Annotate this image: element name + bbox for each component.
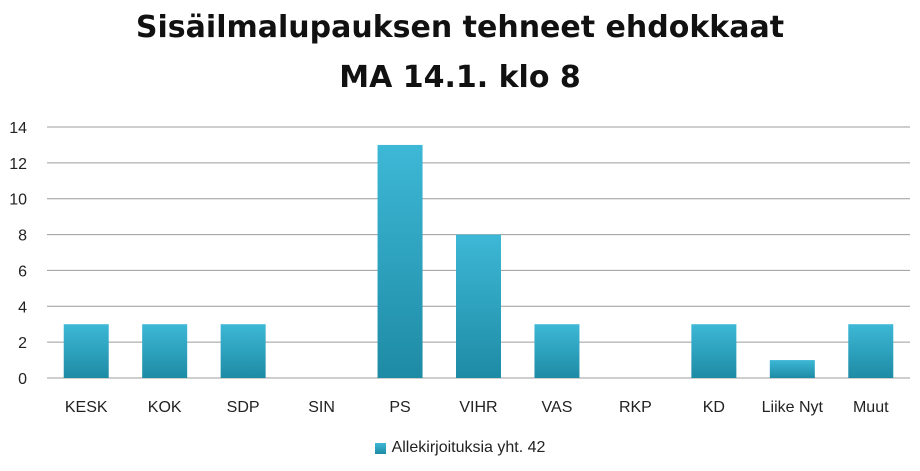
x-tick-label: SDP [227, 399, 260, 416]
y-tick-label: 14 [9, 120, 27, 137]
chart-subtitle: MA 14.1. klo 8 [339, 60, 581, 95]
x-tick-label: VAS [542, 399, 573, 416]
x-tick-label: Muut [853, 399, 889, 416]
bar-liike-nyt [769, 360, 815, 378]
x-tick-label: SIN [308, 399, 335, 416]
x-tick-label: VIHR [459, 399, 497, 416]
x-tick-label: KOK [148, 399, 182, 416]
x-tick-label: PS [389, 399, 410, 416]
y-tick-label: 12 [9, 156, 27, 173]
bar-vas [534, 324, 580, 378]
x-tick-label: Liike Nyt [762, 399, 824, 416]
bar-muut [848, 324, 894, 378]
bar-kd [691, 324, 737, 378]
bar-kok [142, 324, 188, 378]
legend: Allekirjoituksia yht. 42 [0, 439, 920, 457]
y-tick-label: 0 [18, 371, 27, 388]
chart-title: Sisäilmalupauksen tehneet ehdokkaat [135, 10, 785, 45]
legend-label: Allekirjoituksia yht. 42 [391, 439, 546, 456]
bar-vihr [456, 234, 501, 378]
x-tick-label: RKP [619, 399, 652, 416]
bar-ps [377, 144, 423, 378]
x-tick-label: KESK [65, 399, 108, 416]
y-tick-label: 8 [18, 228, 27, 245]
y-tick-label: 10 [9, 192, 27, 209]
x-tick-label: KD [703, 399, 725, 416]
y-tick-label: 4 [18, 299, 27, 316]
legend-swatch [374, 442, 386, 454]
bar-kesk [63, 324, 109, 378]
y-tick-label: 2 [18, 335, 27, 352]
y-tick-label: 6 [18, 263, 27, 280]
bar-sdp [220, 324, 266, 378]
